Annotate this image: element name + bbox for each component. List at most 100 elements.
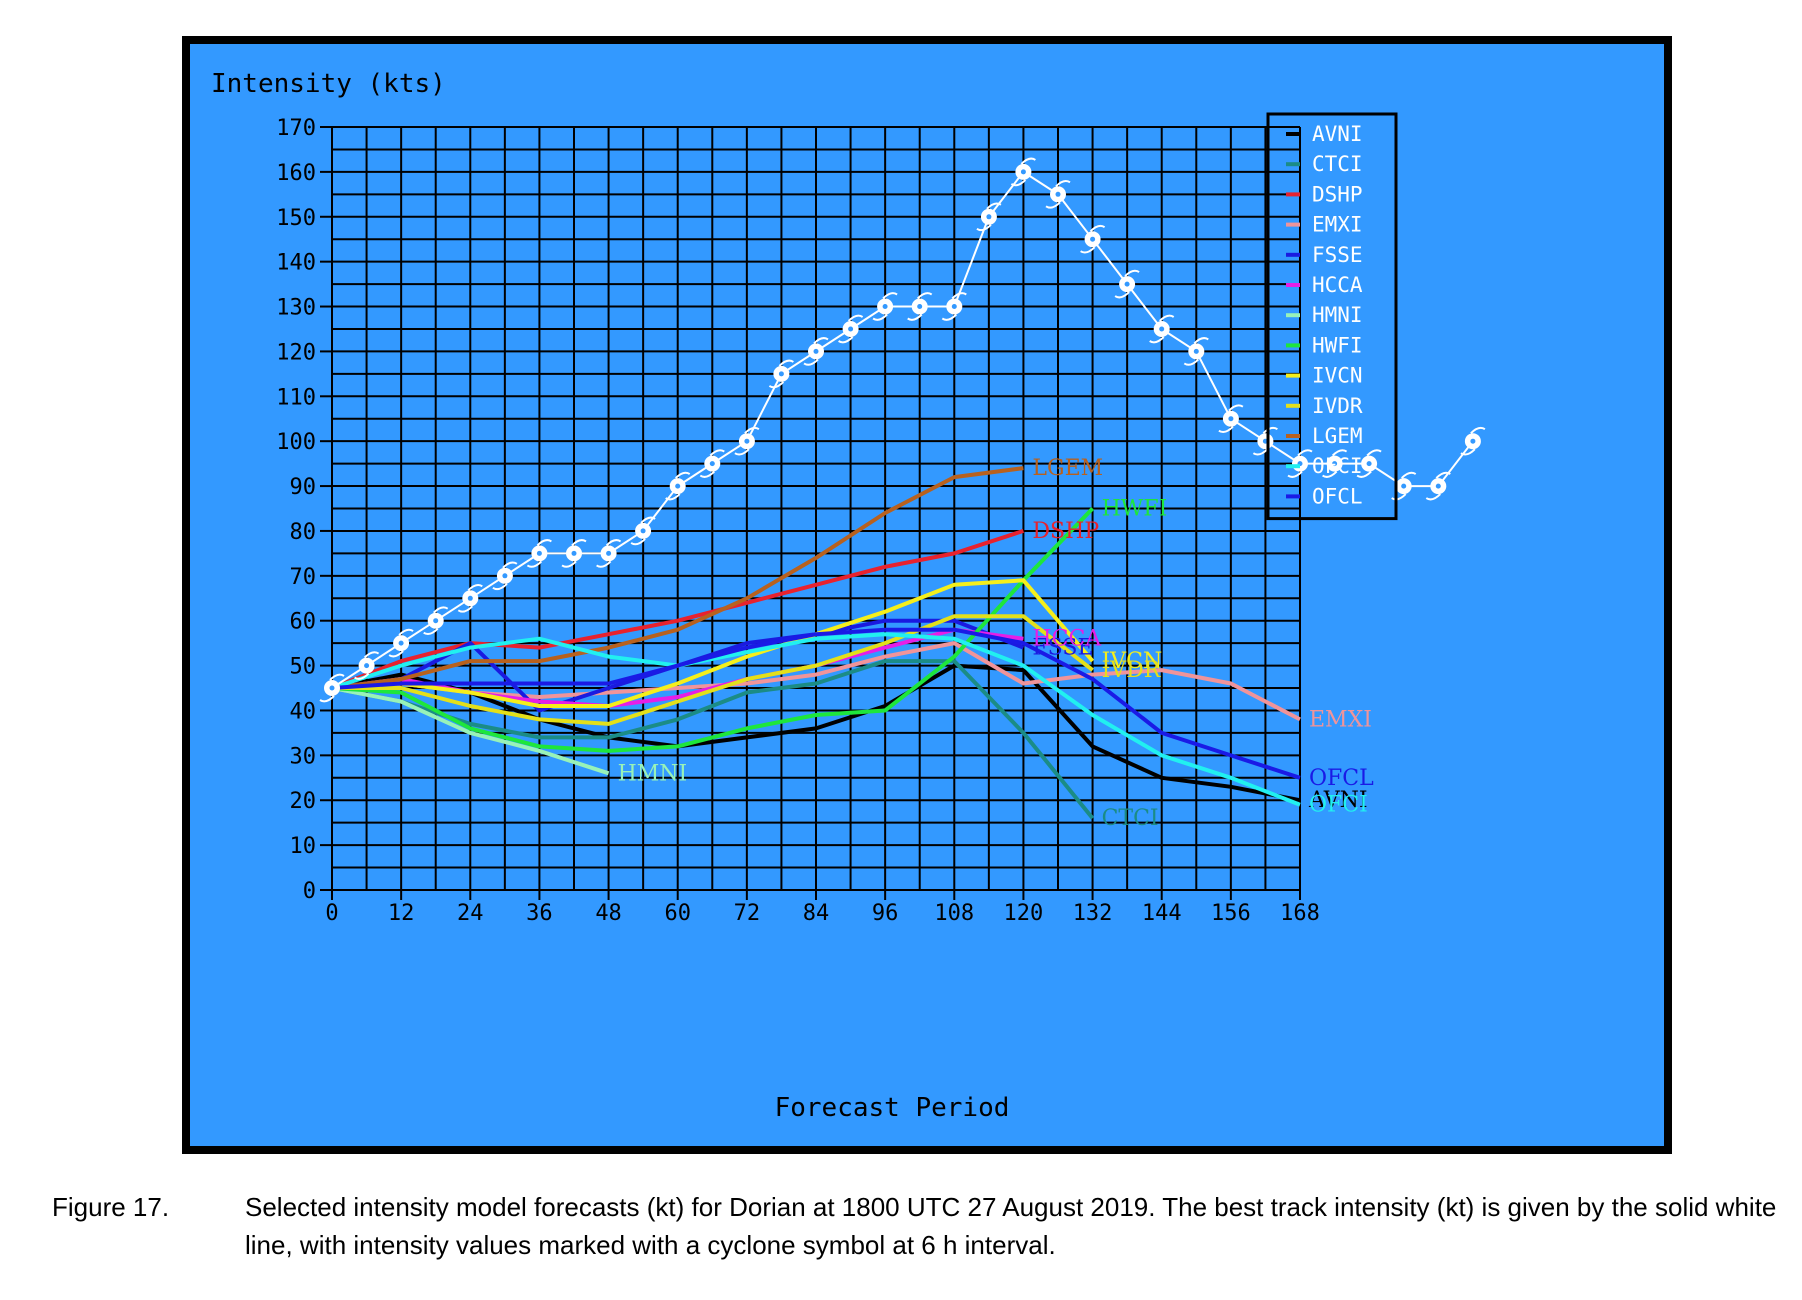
series-label-hwfi: HWFI [1102,497,1168,522]
series-line-lgem [331,466,1024,690]
y-tick-label: 70 [290,565,317,590]
y-tick-label: 140 [276,251,316,276]
cyclone-symbol-icon [319,673,345,703]
x-tick-label: 24 [457,901,484,926]
series-label-lgem: LGEM [1032,456,1103,481]
best-track-group [319,157,1486,703]
cyclone-symbol-icon [1045,179,1071,209]
best-track-line [331,170,1474,689]
x-tick-label: 168 [1280,901,1320,926]
series-line-ofci [331,632,1301,807]
x-tick-label: 0 [325,901,338,926]
legend-box [1266,112,1398,521]
cyclone-symbol-icon [1356,449,1382,478]
x-tick-label: 144 [1142,901,1182,926]
series-line-dshp [331,528,1025,690]
cyclone-symbol-icon [561,539,587,568]
x-tick-label: 108 [934,901,974,926]
cyclone-symbol-icon [941,292,967,321]
series-line-hmni [331,686,610,776]
cyclone-symbol-icon [1183,337,1209,366]
legend-item-emxi: EMXI [1312,213,1363,237]
legend-item-hcca: HCCA [1312,273,1363,297]
cyclone-symbol-icon [838,314,864,344]
cyclone-symbol-icon [872,292,898,321]
legend-item-ivcn: IVCN [1312,364,1363,388]
legend-item-hwfi: HWFI [1312,333,1363,357]
x-tick-label: 12 [388,901,415,926]
legend-item-ofcl: OFCL [1312,484,1363,508]
cyclone-symbol-icon [803,337,829,366]
x-tick-label: 60 [664,901,691,926]
legend-item-hmni: HMNI [1312,303,1363,327]
series-label-emxi: EMXI [1309,707,1372,732]
x-tick-label: 72 [734,901,761,926]
cyclone-symbol-icon [388,628,414,658]
legend: AVNI CTCI DSHP EMXI FSSE HCCA HMNI HWFI IVCN IVDR… [1266,112,1398,521]
cyclone-symbol-icon [1080,224,1106,254]
cyclone-symbol-icon [526,539,552,568]
series-group [331,466,1301,820]
legend-item-avni: AVNI [1312,122,1363,146]
y-tick-label: 110 [276,385,316,410]
legend-item-ivdr: IVDR [1312,394,1363,418]
x-tick-label: 156 [1211,901,1251,926]
y-tick-label: 30 [290,744,317,769]
cyclone-symbol-icon [976,202,1002,232]
series-line-avni [331,663,1301,803]
y-tick-label: 160 [276,161,316,186]
axis-ticks: 0102030405060708090100110120130140150160… [276,116,1320,926]
legend-item-lgem: LGEM [1312,424,1363,448]
y-tick-label: 20 [290,789,317,814]
series-line-ivcn [331,578,1095,708]
y-tick-label: 60 [290,610,317,635]
x-tick-label: 132 [1073,901,1113,926]
cyclone-symbol-icon [1010,157,1036,187]
series-label-ivcn: IVCN [1102,649,1163,674]
legend-item-fsse: FSSE [1312,243,1363,267]
y-tick-label: 100 [276,430,316,455]
legend-item-dshp: DSHP [1312,182,1363,206]
cyclone-symbol-icon [423,606,449,636]
cyclone-symbol-icon [1391,471,1417,501]
cyclone-symbol-icon [1114,269,1140,299]
y-tick-label: 0 [303,879,316,904]
cyclone-symbol-icon [734,426,760,456]
y-axis-title: Intensity (kts) [211,69,446,99]
cyclone-symbol-icon [492,561,518,591]
series-label-ofcl: OFCL [1309,766,1374,791]
series-label-ofci: OFCI [1309,793,1368,818]
cyclone-symbol-icon [354,651,380,680]
series-label-avni: AVNI [1308,788,1368,813]
y-tick-label: 90 [290,475,317,500]
x-tick-label: 36 [526,901,553,926]
series-label-ivdr: IVDR [1102,658,1162,683]
cyclone-symbol-icon [457,583,483,613]
cyclone-symbol-icon [1218,404,1244,434]
cyclone-symbol-icon [1460,426,1486,456]
x-tick-label: 84 [803,901,830,926]
x-tick-label: 120 [1004,901,1044,926]
grid [331,126,1301,891]
y-tick-label: 150 [276,206,316,231]
cyclone-symbol-icon [665,471,691,501]
series-label-hcca: HCCA [1032,627,1102,652]
caption-label: Figure 17. [52,1192,170,1222]
cyclone-symbol-icon [768,359,794,389]
x-tick-label: 96 [872,901,899,926]
cyclone-symbol-icon [630,516,656,546]
legend-item-ofci: OFCI [1312,454,1363,478]
y-tick-label: 50 [290,655,317,680]
caption-text: Selected intensity model forecasts (kt) … [245,1192,1777,1260]
cyclone-symbol-icon [596,539,622,568]
x-axis-title: Forecast Period [775,1093,1010,1123]
y-tick-label: 120 [276,340,316,365]
series-label-ctci: CTCI [1102,806,1159,831]
y-tick-label: 170 [276,116,316,141]
chart-frame: 0 10 20 30 40 50 60 70 80 90 100 110 120 130 140 150 160… [182,36,1672,1154]
series-label-dshp: DSHP [1032,519,1099,544]
series-line-ivdr [332,614,1094,726]
cyclone-symbol-icon [1149,314,1175,344]
series-label-hmni: HMNI [618,761,688,786]
